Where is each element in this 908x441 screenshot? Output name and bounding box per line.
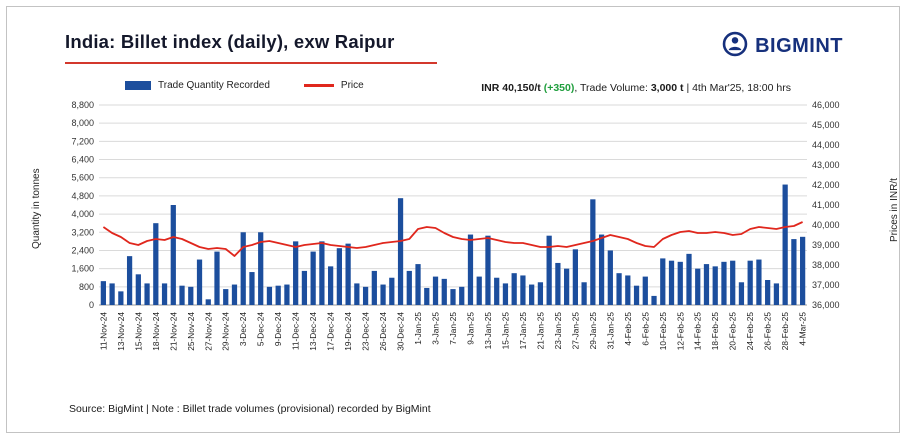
svg-text:39,000: 39,000 — [812, 240, 840, 250]
brand-name: BIGMINT — [755, 35, 843, 57]
svg-text:19-Dec-24: 19-Dec-24 — [343, 312, 353, 351]
info-timestamp: | 4th Mar'25, 18:00 hrs — [683, 82, 791, 94]
svg-text:24-Feb-25: 24-Feb-25 — [745, 312, 755, 351]
chart-title: India: Billet index (daily), exw Raipur — [65, 31, 395, 52]
title-underline — [65, 62, 437, 64]
svg-text:8,800: 8,800 — [71, 100, 94, 110]
legend-quantity-label: Trade Quantity Recorded — [158, 80, 270, 91]
y-axis-title-left: Quantity in tonnes — [31, 168, 42, 249]
bigmint-logo-icon — [722, 31, 748, 62]
info-volume: 3,000 t — [650, 82, 684, 94]
legend-item-price: Price — [303, 80, 364, 91]
svg-text:2,400: 2,400 — [71, 245, 94, 255]
svg-text:4,800: 4,800 — [71, 191, 94, 201]
svg-text:17-Jan-25: 17-Jan-25 — [518, 312, 528, 350]
billet-chart-svg: 8,800 8,000 7,200 6,400 5,600 4,800 4,000 3,200… — [71, 100, 840, 351]
svg-text:17-Dec-24: 17-Dec-24 — [326, 312, 336, 351]
svg-text:13-Nov-24: 13-Nov-24 — [116, 312, 126, 351]
svg-text:10-Feb-25: 10-Feb-25 — [658, 312, 668, 351]
svg-text:45,000: 45,000 — [812, 120, 840, 130]
svg-text:38,000: 38,000 — [812, 260, 840, 270]
svg-text:42,000: 42,000 — [812, 180, 840, 190]
svg-text:12-Feb-25: 12-Feb-25 — [675, 312, 685, 351]
brand-logo: BIGMINT — [722, 31, 843, 62]
legend-item-quantity: Trade Quantity Recorded — [125, 80, 270, 91]
svg-text:6,400: 6,400 — [71, 155, 94, 165]
svg-text:43,000: 43,000 — [812, 160, 840, 170]
page-card: India: Billet index (daily), exw Raipur … — [6, 6, 900, 433]
svg-text:29-Jan-25: 29-Jan-25 — [588, 312, 598, 350]
svg-text:0: 0 — [89, 300, 94, 310]
chart-area: Quantity in tonnes 8,800 8,000 7,200 6,400 5… — [27, 99, 901, 375]
svg-text:23-Jan-25: 23-Jan-25 — [553, 312, 563, 350]
svg-text:26-Dec-24: 26-Dec-24 — [378, 312, 388, 351]
price-info: INR 40,150/t (+350), Trade Volume: 3,000… — [481, 82, 791, 94]
legend-price-label: Price — [340, 80, 364, 91]
svg-text:14-Feb-25: 14-Feb-25 — [693, 312, 703, 351]
svg-text:1,600: 1,600 — [71, 264, 94, 274]
svg-text:9-Jan-25: 9-Jan-25 — [466, 312, 476, 345]
svg-text:9-Dec-24: 9-Dec-24 — [273, 312, 283, 347]
svg-text:21-Jan-25: 21-Jan-25 — [535, 312, 545, 350]
svg-text:4,000: 4,000 — [71, 209, 94, 219]
svg-text:41,000: 41,000 — [812, 200, 840, 210]
source-note: Source: BigMint | Note : Billet trade vo… — [69, 403, 431, 415]
svg-text:18-Nov-24: 18-Nov-24 — [151, 312, 161, 351]
svg-text:27-Jan-25: 27-Jan-25 — [570, 312, 580, 350]
svg-text:25-Nov-24: 25-Nov-24 — [186, 312, 196, 351]
svg-text:11-Dec-24: 11-Dec-24 — [291, 312, 301, 351]
svg-text:11-Nov-24: 11-Nov-24 — [98, 312, 108, 351]
svg-text:31-Jan-25: 31-Jan-25 — [605, 312, 615, 350]
svg-text:15-Nov-24: 15-Nov-24 — [133, 312, 143, 351]
svg-text:6-Feb-25: 6-Feb-25 — [640, 312, 650, 346]
svg-text:40,000: 40,000 — [812, 220, 840, 230]
svg-text:18-Feb-25: 18-Feb-25 — [710, 312, 720, 351]
svg-text:3-Dec-24: 3-Dec-24 — [238, 312, 248, 347]
svg-text:5-Dec-24: 5-Dec-24 — [256, 312, 266, 347]
info-price: INR 40,150/t — [481, 82, 541, 94]
svg-text:30-Dec-24: 30-Dec-24 — [396, 312, 406, 351]
svg-text:5,600: 5,600 — [71, 173, 94, 183]
svg-text:29-Nov-24: 29-Nov-24 — [221, 312, 231, 351]
svg-text:23-Dec-24: 23-Dec-24 — [361, 312, 371, 351]
legend: Trade Quantity Recorded Price — [125, 80, 364, 91]
legend-bar-swatch — [125, 81, 151, 90]
svg-text:21-Nov-24: 21-Nov-24 — [168, 312, 178, 351]
svg-text:28-Feb-25: 28-Feb-25 — [780, 312, 790, 351]
svg-text:20-Feb-25: 20-Feb-25 — [728, 312, 738, 351]
info-volume-label: , Trade Volume: — [574, 82, 651, 94]
svg-text:3-Jan-25: 3-Jan-25 — [431, 312, 441, 345]
svg-text:15-Jan-25: 15-Jan-25 — [500, 312, 510, 350]
legend-line-swatch — [303, 84, 334, 87]
svg-text:27-Nov-24: 27-Nov-24 — [203, 312, 213, 351]
info-change: (+350) — [543, 82, 575, 94]
svg-text:37,000: 37,000 — [812, 280, 840, 290]
svg-text:4-Feb-25: 4-Feb-25 — [623, 312, 633, 346]
svg-text:800: 800 — [79, 282, 94, 292]
svg-text:7,200: 7,200 — [71, 136, 94, 146]
svg-text:1-Jan-25: 1-Jan-25 — [413, 312, 423, 345]
svg-text:7-Jan-25: 7-Jan-25 — [448, 312, 458, 345]
svg-text:13-Jan-25: 13-Jan-25 — [483, 312, 493, 350]
svg-text:44,000: 44,000 — [812, 140, 840, 150]
svg-text:3,200: 3,200 — [71, 227, 94, 237]
svg-text:36,000: 36,000 — [812, 300, 840, 310]
svg-text:8,000: 8,000 — [71, 118, 94, 128]
svg-text:4-Mar-25: 4-Mar-25 — [798, 312, 808, 346]
svg-text:26-Feb-25: 26-Feb-25 — [763, 312, 773, 351]
y-axis-title-right: Prices in INR/t — [889, 178, 900, 242]
svg-text:13-Dec-24: 13-Dec-24 — [308, 312, 318, 351]
svg-text:46,000: 46,000 — [812, 100, 840, 110]
